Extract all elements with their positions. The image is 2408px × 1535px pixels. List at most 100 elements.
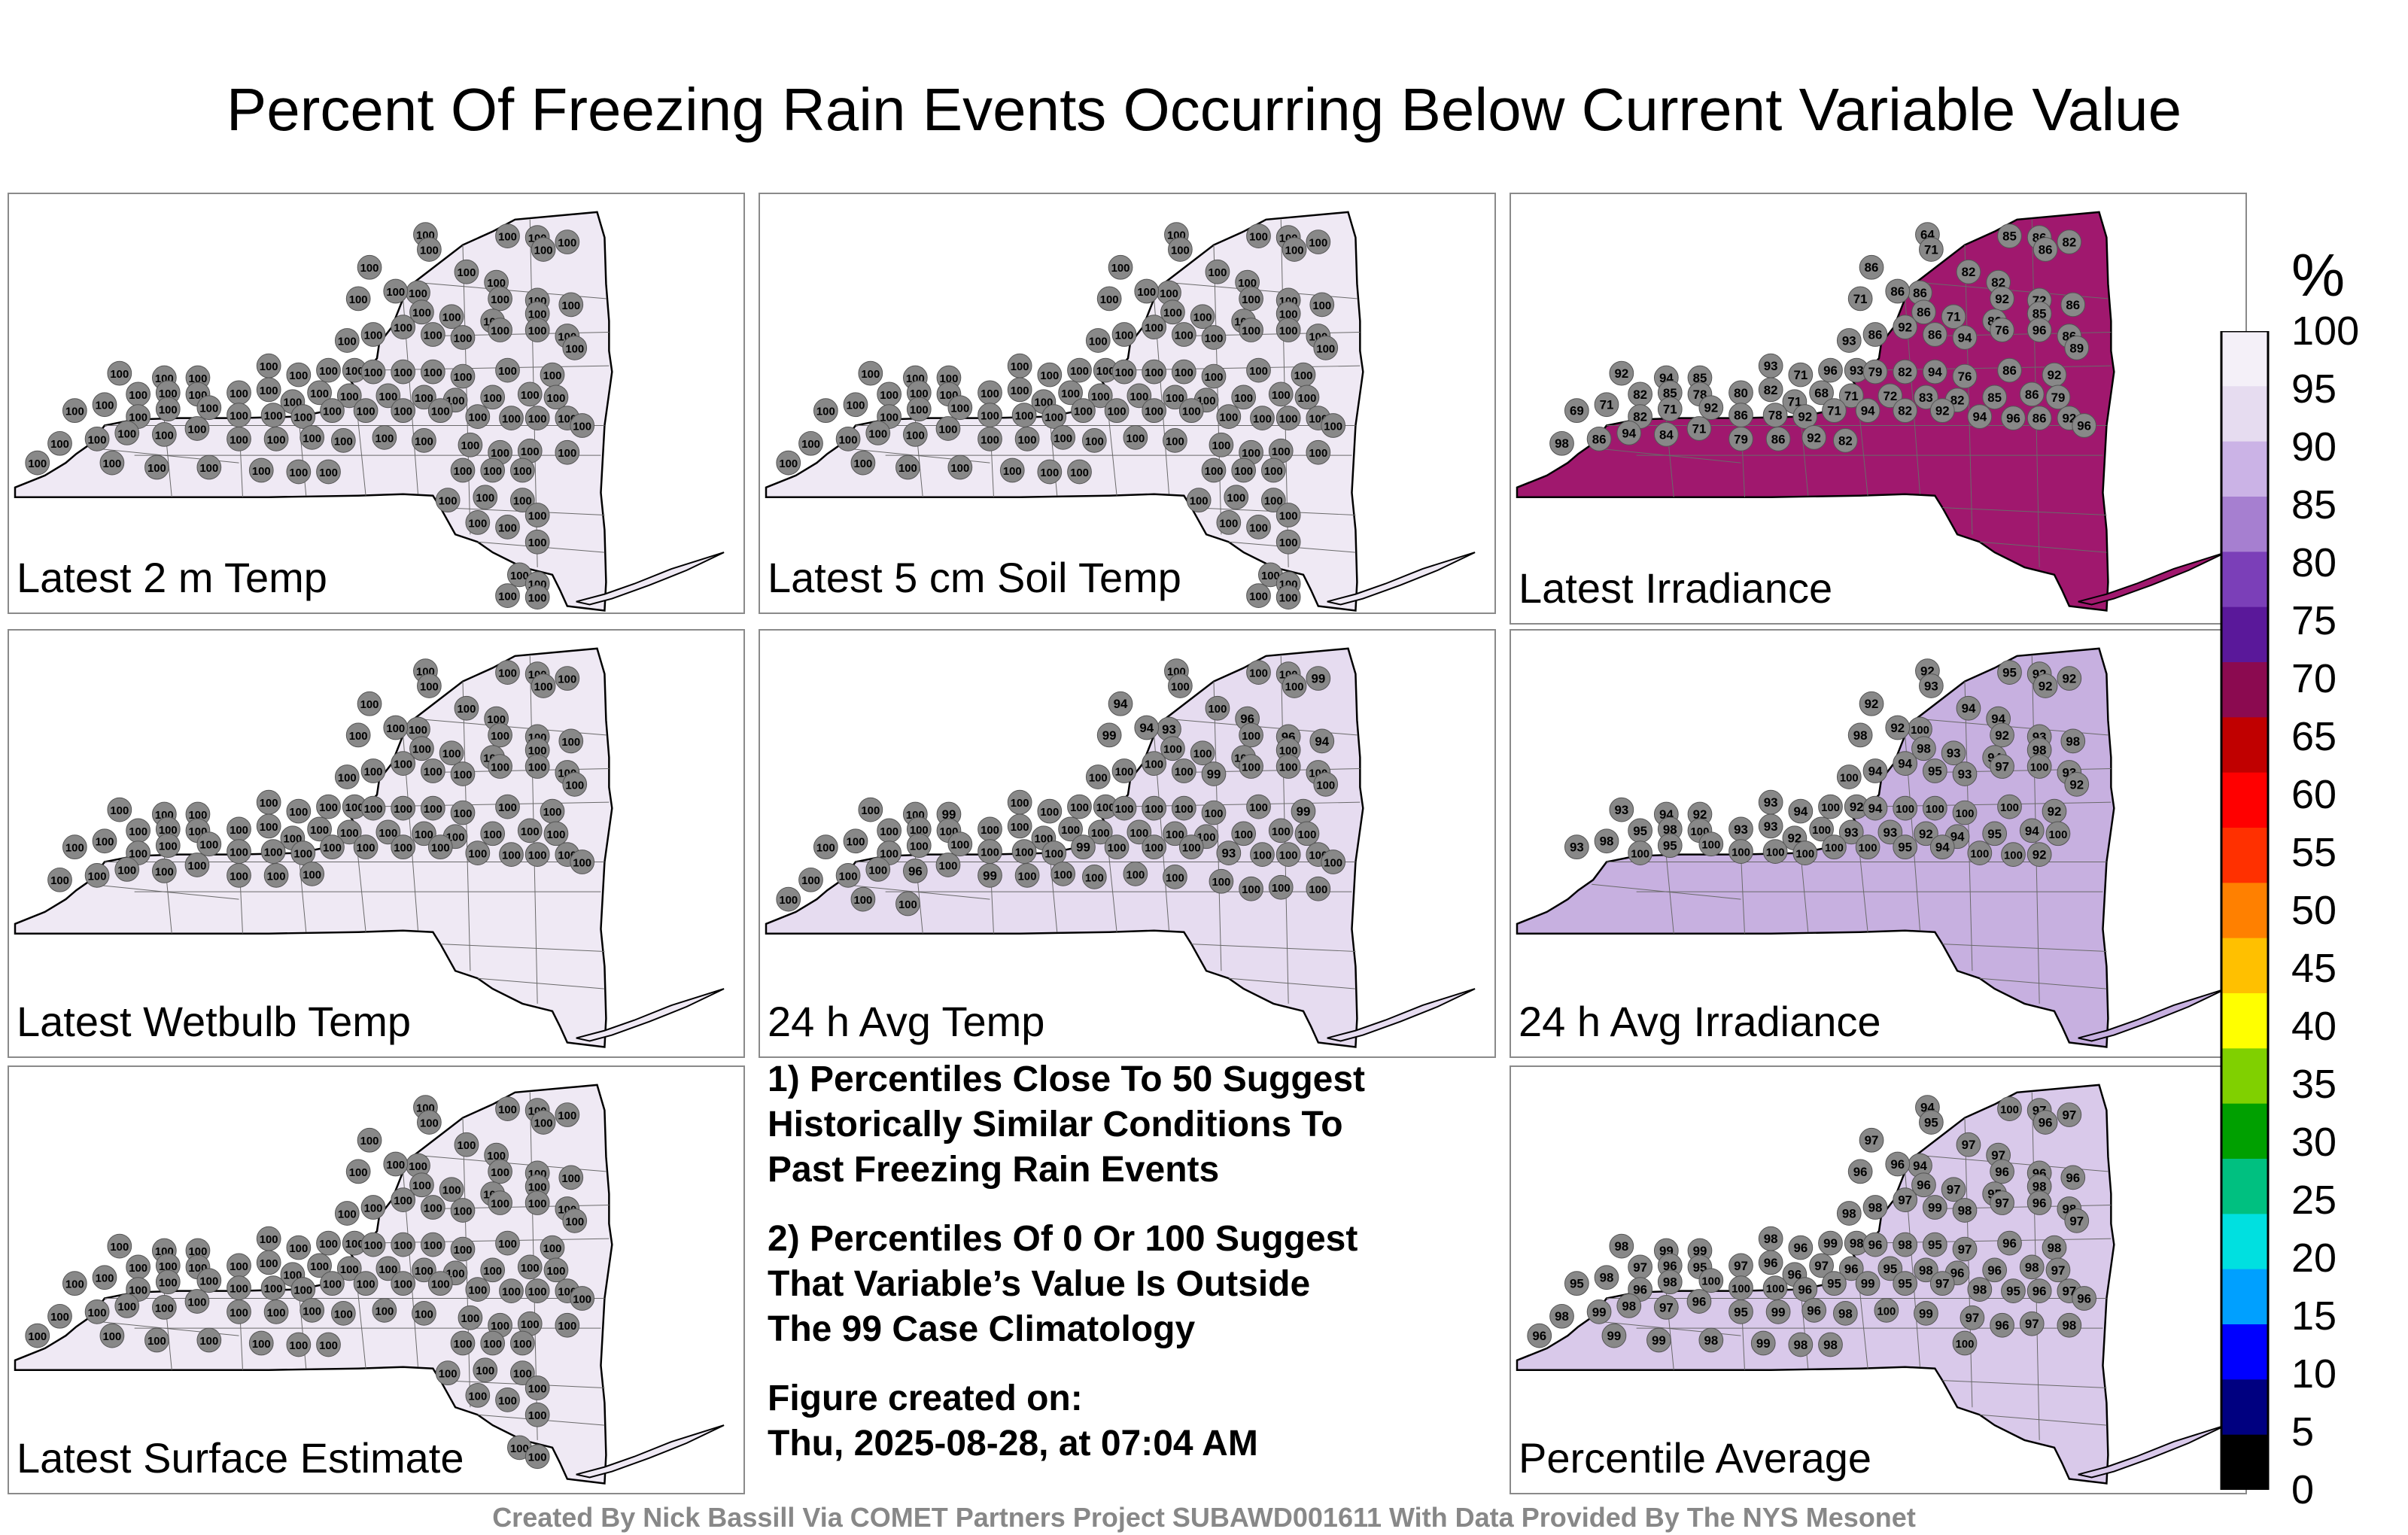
- colorbar-band: [2221, 828, 2268, 884]
- station-value: 98: [2033, 743, 2047, 758]
- station-marker: [1698, 1268, 1724, 1293]
- station-value: 100: [1145, 843, 1163, 855]
- station-value: 100: [534, 681, 553, 693]
- station-marker: [1071, 398, 1096, 424]
- station-value: 100: [528, 1287, 547, 1299]
- station-value: 98: [1868, 1200, 1883, 1214]
- station-marker: [360, 322, 386, 347]
- station-value: 100: [424, 330, 442, 342]
- station-value: 100: [267, 1307, 286, 1319]
- station-value: 100: [1166, 829, 1184, 841]
- station-value: 79: [1734, 432, 1748, 446]
- station-value: 93: [1764, 819, 1778, 834]
- station-marker: [1142, 398, 1167, 424]
- station-marker: [256, 1250, 281, 1275]
- station-value: 100: [230, 847, 248, 859]
- colorbar-tick-label: 100: [2291, 309, 2360, 354]
- station-marker: [1014, 426, 1040, 451]
- station-value: 100: [1279, 537, 1298, 549]
- station-value: 100: [1212, 877, 1231, 889]
- station-marker: [2001, 1278, 2026, 1303]
- station-marker: [1309, 728, 1335, 754]
- station-value: 100: [289, 1340, 308, 1352]
- station-marker: [299, 425, 325, 450]
- station-value: 96: [2002, 1236, 2017, 1251]
- station-marker: [509, 457, 535, 483]
- station-value: 100: [357, 843, 375, 855]
- station-marker: [1609, 360, 1634, 386]
- station-value: 100: [1130, 828, 1148, 840]
- station-marker: [2072, 1286, 2097, 1311]
- station-value: 100: [1166, 393, 1184, 405]
- station-value: 100: [96, 400, 114, 412]
- station-marker: [1309, 292, 1335, 318]
- station-marker: [420, 1232, 445, 1257]
- station-value: 96: [1807, 1303, 1821, 1318]
- station-marker: [1765, 1299, 1791, 1324]
- station-marker: [2019, 1254, 2045, 1280]
- station-marker: [1239, 754, 1263, 779]
- station-value: 94: [1622, 426, 1636, 440]
- station-value: 100: [1279, 309, 1298, 321]
- station-marker: [1832, 427, 1858, 453]
- station-marker: [1246, 794, 1271, 819]
- station-marker: [499, 406, 524, 430]
- station-marker: [835, 862, 861, 888]
- station-value: 100: [1249, 668, 1268, 680]
- station-marker: [1952, 1198, 1978, 1223]
- station-marker: [1952, 1236, 1978, 1262]
- station-value: 100: [65, 1279, 84, 1291]
- station-marker: [1967, 404, 1993, 429]
- station-value: 100: [910, 841, 929, 853]
- station-marker: [1609, 797, 1634, 822]
- map-panel-latest-5cm-soil-temp: 100 100 100 100 100 100 100 100 100 100 100 100 100 1…: [759, 193, 1496, 614]
- station-value: 99: [1771, 1305, 1786, 1319]
- station-value: 100: [483, 1266, 502, 1278]
- station-marker: [1275, 318, 1301, 342]
- station-value: 100: [1926, 804, 1944, 816]
- station-value: 100: [252, 466, 271, 478]
- station-marker: [62, 834, 87, 860]
- station-value: 100: [303, 433, 321, 445]
- station-marker: [1885, 1151, 1911, 1177]
- long-island-outline: [576, 1424, 725, 1479]
- station-value: 100: [521, 1319, 540, 1331]
- station-marker: [902, 859, 928, 883]
- station-marker: [465, 1383, 491, 1408]
- station-value: 100: [357, 1279, 375, 1291]
- station-marker: [47, 867, 72, 892]
- station-marker: [509, 1360, 535, 1386]
- station-marker: [435, 488, 461, 513]
- station-value: 100: [159, 825, 178, 837]
- station-value: 100: [847, 837, 865, 849]
- station-marker: [1929, 834, 1955, 860]
- station-marker: [1859, 1127, 1884, 1153]
- station-value: 100: [289, 467, 308, 479]
- station-value: 95: [2006, 1284, 2020, 1299]
- station-marker: [1282, 237, 1307, 262]
- station-marker: [865, 857, 891, 882]
- colorbar-tick-label: 60: [2291, 772, 2337, 817]
- map-panel-latest-wetbulb-temp: 100 100 100 100 100 100 100 100 100 100 100 100 100 1…: [8, 629, 745, 1058]
- station-marker: [383, 1151, 409, 1177]
- station-value: 100: [260, 798, 278, 810]
- station-marker: [1990, 286, 2014, 312]
- station-marker: [1859, 691, 1884, 716]
- station-value: 100: [189, 810, 208, 822]
- station-marker: [263, 426, 289, 451]
- station-marker: [1893, 834, 1918, 860]
- colorbar-tick-label: 20: [2291, 1236, 2337, 1281]
- station-value: 100: [386, 1160, 405, 1172]
- colorbar-band: [2221, 1324, 2268, 1381]
- station-value: 100: [310, 825, 329, 837]
- station-value: 93: [1764, 795, 1778, 810]
- station-value: 100: [528, 309, 547, 321]
- station-value: 99: [1592, 1305, 1607, 1319]
- long-island-outline: [1327, 552, 1476, 606]
- station-value: 100: [1840, 772, 1859, 784]
- station-marker: [2045, 385, 2071, 410]
- station-marker: [1239, 722, 1263, 748]
- station-value: 100: [50, 439, 69, 451]
- station-value: 100: [199, 1276, 218, 1288]
- station-marker: [798, 867, 823, 892]
